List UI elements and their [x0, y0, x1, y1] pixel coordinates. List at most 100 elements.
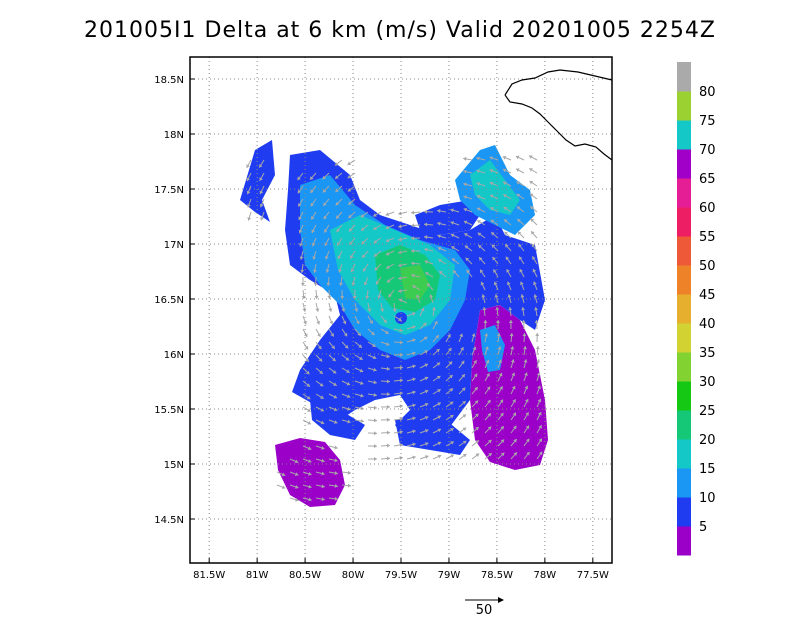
wind-vector-head — [355, 320, 360, 325]
lat-tick-label: 17N — [164, 240, 184, 251]
wind-vector-head — [502, 168, 507, 173]
wind-vector-head — [530, 206, 534, 210]
wind-vector-head — [437, 402, 441, 406]
colorbar-swatch — [677, 381, 691, 411]
colorbar-label: 10 — [699, 491, 716, 506]
wind-vector-head — [423, 336, 428, 341]
wind-vector-head — [459, 333, 464, 338]
echo-region — [310, 400, 365, 440]
wind-vector-head — [350, 254, 354, 259]
wind-vector-head — [447, 334, 451, 338]
wind-vector-head — [373, 456, 377, 461]
colorbar-label: 5 — [699, 520, 707, 535]
wind-vector-head — [526, 451, 530, 456]
wind-vector-head — [308, 471, 312, 476]
colorbar-label: 40 — [699, 317, 716, 332]
wind-vector-head — [496, 333, 501, 337]
wind-vector-head — [512, 425, 517, 430]
wind-vector-head — [465, 257, 470, 262]
wind-vector-head — [334, 483, 338, 488]
lat-tick-label: 18.5N — [154, 75, 184, 86]
wind-vector-head — [474, 387, 478, 391]
lat-tick-label: 15.5N — [154, 405, 184, 416]
colorbar-swatch — [677, 62, 691, 92]
wind-vector-head — [299, 243, 303, 247]
wind-vector-head — [411, 236, 415, 241]
colorbar-label: 50 — [699, 259, 716, 274]
wind-vector-head — [515, 155, 520, 160]
wind-vector-head — [503, 206, 508, 211]
wind-vector-head — [358, 344, 362, 348]
wind-vector-head — [388, 293, 393, 298]
wind-vector-head — [450, 233, 455, 238]
wind-vector-head — [323, 215, 328, 220]
wind-vector-head — [307, 421, 311, 425]
wind-vector-head — [450, 221, 455, 225]
colorbar-swatch — [677, 91, 691, 121]
wind-vector-head — [519, 256, 523, 261]
wind-vector-head — [463, 182, 467, 187]
wind-vector-head — [321, 471, 325, 476]
wind-vector-head — [373, 239, 378, 244]
wind-vector-head — [332, 369, 337, 374]
wind-vector-head — [424, 376, 429, 381]
wind-vector-head — [354, 308, 359, 312]
wind-vector-head — [339, 282, 344, 286]
lat-tick-label: 17.5N — [154, 185, 184, 196]
wind-vector-head — [516, 181, 520, 185]
wind-vector-head — [348, 227, 353, 232]
wind-vector-head — [307, 408, 311, 412]
wind-vector-head — [449, 388, 454, 392]
wind-vector-head — [472, 346, 477, 351]
wind-vector-head — [488, 453, 492, 457]
wind-vector-head — [511, 372, 516, 377]
lat-tick-label: 15N — [164, 460, 184, 471]
colorbar-label: 20 — [699, 433, 716, 448]
wind-vector-head — [412, 455, 416, 460]
wind-vector-head — [420, 307, 425, 312]
wind-vector-head — [437, 221, 441, 226]
wind-vector-head — [372, 343, 376, 347]
wind-vector-head — [386, 366, 390, 371]
wind-vector-head — [450, 441, 454, 445]
wind-vector-head — [508, 320, 513, 324]
wind-vector-head — [373, 418, 377, 423]
wind-vector-head — [521, 307, 526, 311]
wind-vector-head — [500, 412, 504, 417]
wind-vector-head — [529, 168, 533, 172]
echo-region — [275, 438, 345, 507]
wind-vector-head — [532, 268, 537, 273]
wind-vector-head — [383, 319, 387, 324]
wind-vector-head — [477, 232, 482, 237]
wind-vector-head — [508, 307, 513, 311]
wind-vector-head — [531, 243, 536, 248]
wind-vector-head — [536, 359, 541, 363]
colorbar-label: 35 — [699, 346, 716, 361]
wind-vector-head — [474, 400, 479, 404]
wind-vector-head — [525, 425, 529, 430]
wind-vector-head — [531, 231, 535, 235]
wind-vector-head — [335, 201, 340, 206]
wind-vector-head — [476, 207, 481, 212]
wind-vector-head — [451, 246, 455, 250]
wind-vector-head — [259, 177, 263, 181]
wind-vector-head — [327, 295, 332, 299]
wind-vector-head — [321, 484, 325, 489]
wind-vector-head — [476, 182, 481, 186]
wind-vector-head — [422, 322, 427, 327]
wind-vector-head — [475, 427, 479, 431]
colorbar-swatch — [677, 236, 691, 266]
wind-vector-head — [487, 426, 492, 431]
wind-vector-head — [518, 243, 522, 248]
wind-vector-head — [336, 228, 340, 233]
wind-vector-head — [399, 417, 403, 422]
wind-vector-head — [398, 317, 402, 321]
wind-vector-head — [347, 419, 351, 424]
wind-vector-head — [348, 214, 352, 219]
wind-vector-head — [340, 295, 345, 299]
wind-vector-head — [451, 258, 456, 262]
wind-vector-head — [297, 176, 301, 181]
wind-vector-head — [516, 193, 521, 198]
wind-vector-head — [311, 242, 316, 247]
